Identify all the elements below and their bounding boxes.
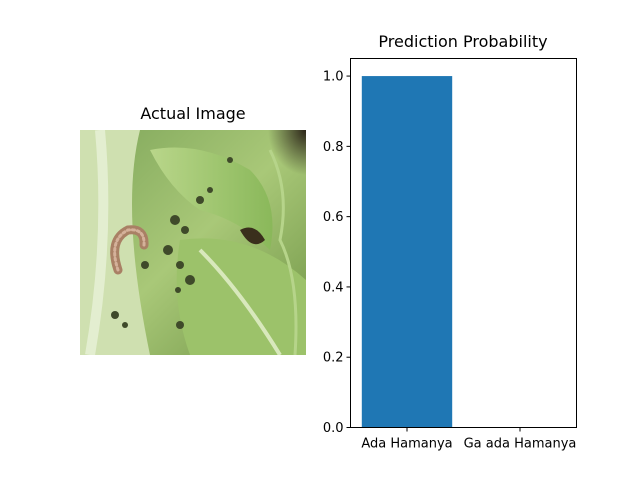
y-tick-label: 1.0 bbox=[323, 70, 344, 85]
y-tick-label: 0.0 bbox=[323, 421, 344, 436]
y-axis: 0.0 0.2 0.4 0.6 0.8 1.0 bbox=[323, 70, 351, 436]
bars-layer bbox=[361, 76, 453, 428]
y-tick-label: 0.2 bbox=[323, 351, 344, 366]
bar-0 bbox=[361, 76, 453, 428]
y-tick-label: 0.4 bbox=[323, 280, 344, 295]
chart-title: Prediction Probability bbox=[378, 32, 548, 51]
x-tick-label: Ga ada Hamanya bbox=[464, 437, 577, 452]
x-tick-label: Ada Hamanya bbox=[361, 437, 452, 452]
image-panel-title: Actual Image bbox=[140, 104, 246, 123]
y-tick-label: 0.6 bbox=[323, 210, 344, 225]
plot-frame bbox=[350, 58, 577, 428]
y-tick-label: 0.8 bbox=[323, 140, 344, 155]
leaf-photo bbox=[80, 130, 306, 355]
x-axis: Ada Hamanya Ga ada Hamanya bbox=[361, 427, 577, 452]
